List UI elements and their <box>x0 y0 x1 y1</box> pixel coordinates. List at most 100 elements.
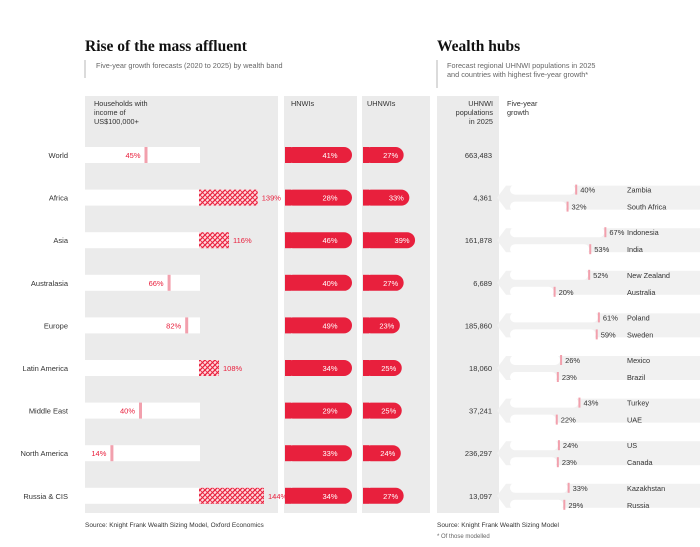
country-bar-marker <box>588 269 591 280</box>
hnwi-bar-edge <box>285 445 291 462</box>
household-bar-marker <box>139 402 142 419</box>
country-name: Australia <box>627 288 656 297</box>
household-track <box>85 360 200 376</box>
population-value: 4,361 <box>473 194 492 203</box>
hnwi-column-bg <box>284 96 357 513</box>
country-name: US <box>627 441 637 450</box>
country-bar-marker <box>595 329 598 340</box>
country-bar-marker <box>563 499 566 510</box>
country-track <box>510 482 568 493</box>
uhnwi-value: 33% <box>389 194 404 203</box>
hnwi-value: 28% <box>322 194 337 203</box>
country-name: New Zealand <box>627 271 670 280</box>
uhnwi-bar <box>363 189 410 206</box>
country-track <box>510 184 576 195</box>
right-source: Source: Knight Frank Wealth Sizing Model <box>437 522 560 529</box>
uhnwi-bar <box>363 317 400 334</box>
country-name: India <box>627 245 644 254</box>
household-track <box>85 445 200 462</box>
uhnwi-bar-edge <box>363 360 369 376</box>
household-track <box>85 317 200 334</box>
country-track <box>510 244 590 255</box>
country-name: Kazakhstan <box>627 484 665 493</box>
uhnwi-bar-edge <box>363 232 369 249</box>
households-column-bg <box>85 96 278 513</box>
household-track <box>85 487 200 504</box>
household-track <box>85 232 200 249</box>
right-title: Wealth hubs <box>437 38 520 55</box>
population-column-bg <box>437 96 499 513</box>
uhnwi-column-bg <box>362 96 430 513</box>
growth-header: Five-year growth <box>507 99 538 117</box>
country-growth-value: 32% <box>572 203 587 212</box>
uhnwi-bar <box>363 147 404 163</box>
population-value: 37,241 <box>469 407 492 416</box>
uhnwi-value: 25% <box>381 407 396 416</box>
uhnwi-bar <box>363 360 402 376</box>
hnwi-value: 40% <box>322 279 337 288</box>
population-header: UHNWI populations in 2025 <box>456 99 494 126</box>
country-bar-marker <box>567 482 570 493</box>
hnwi-value: 46% <box>322 236 337 245</box>
household-value: 14% <box>91 449 106 458</box>
hnwi-bar <box>285 189 352 206</box>
uhnwi-value: 27% <box>383 492 398 501</box>
region-label: Africa <box>49 194 69 203</box>
country-track <box>510 355 561 365</box>
country-track <box>510 397 579 408</box>
household-track <box>85 402 200 419</box>
right-subtitle: Forecast regional UHNWI populations in 2… <box>447 61 595 79</box>
country-growth-value: 52% <box>593 271 608 280</box>
uhnwi-bar <box>363 274 404 291</box>
country-track <box>510 414 556 425</box>
country-track <box>510 499 564 510</box>
population-value: 185,860 <box>465 321 492 330</box>
household-bar-overflow <box>199 232 229 249</box>
uhnwi-bar-edge <box>363 189 369 206</box>
left-subtitle: Five-year growth forecasts (2020 to 2025… <box>96 61 283 70</box>
country-bar-marker <box>556 372 559 382</box>
hnwi-bar <box>285 317 352 334</box>
household-bar-marker <box>144 147 148 163</box>
country-bar-marker <box>553 286 556 297</box>
country-bar-marker <box>557 440 560 451</box>
country-bar-marker <box>555 414 558 425</box>
uhnwi-bar-edge <box>363 402 369 419</box>
household-bar-marker <box>185 317 189 334</box>
region-label: Asia <box>53 236 68 245</box>
country-growth-value: 59% <box>601 330 616 339</box>
country-name: Brazil <box>627 373 646 382</box>
region-label: Australasia <box>31 279 69 288</box>
country-track <box>510 227 605 238</box>
household-value: 144% <box>268 492 288 501</box>
uhnwi-bar-edge <box>363 274 369 291</box>
hnwi-bar <box>285 360 352 376</box>
country-growth-value: 23% <box>562 458 577 467</box>
uhnwi-value: 24% <box>380 449 395 458</box>
country-name: Canada <box>627 458 654 467</box>
hnwi-bar-edge <box>285 360 291 376</box>
country-track <box>510 201 567 212</box>
uhnwi-bar <box>363 445 401 462</box>
country-name: Zambia <box>627 186 652 195</box>
country-bar-marker <box>604 227 607 238</box>
household-track <box>85 189 200 206</box>
country-name: Indonesia <box>627 228 660 237</box>
hnwi-bar-edge <box>285 274 291 291</box>
country-track <box>510 372 557 382</box>
hnwi-bar <box>285 402 352 419</box>
region-label: Europe <box>44 321 68 330</box>
country-name: Poland <box>627 313 650 322</box>
country-growth-value: 23% <box>562 373 577 382</box>
hnwi-header: HNWIs <box>291 99 314 108</box>
country-name: Mexico <box>627 356 650 365</box>
population-value: 161,878 <box>465 236 492 245</box>
household-bar-marker <box>167 274 171 291</box>
hnwi-bar-edge <box>285 317 291 334</box>
country-track <box>510 269 589 280</box>
household-track <box>85 147 200 163</box>
household-value: 139% <box>262 194 282 203</box>
uhnwi-value: 27% <box>383 151 398 160</box>
